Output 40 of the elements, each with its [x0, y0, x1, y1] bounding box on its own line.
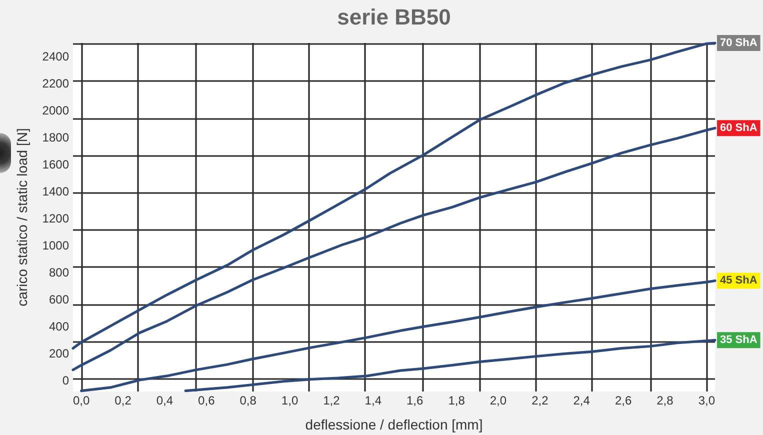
x-tick-label: 2,8 — [656, 394, 674, 408]
y-tick-label: 1800 — [42, 130, 70, 145]
y-tick-label: 1000 — [42, 238, 70, 253]
x-tick-label: 1,2 — [323, 394, 340, 408]
y-tick-label: 2000 — [42, 104, 70, 118]
x-tick-label: 0,0 — [72, 394, 90, 408]
x-tick-label: 0,2 — [114, 394, 132, 408]
y-tick-label: 200 — [48, 346, 70, 361]
x-tick-label: 1,8 — [448, 394, 466, 408]
series-label: 60 ShA — [720, 122, 758, 134]
y-tick-label: 0 — [62, 374, 70, 388]
x-tick-label: 1,4 — [364, 394, 382, 408]
x-tick-label: 1,6 — [406, 394, 424, 408]
x-tick-label: 0,6 — [198, 394, 216, 408]
line-series — [72, 126, 716, 372]
line-series — [72, 42, 716, 350]
x-tick-label: 1,0 — [281, 394, 298, 408]
line-series — [184, 338, 716, 392]
x-tick-label: 2,2 — [532, 394, 549, 408]
x-tick-label: 2,4 — [573, 394, 590, 408]
line-series — [80, 279, 716, 392]
series-label: 35 ShA — [720, 334, 758, 346]
x-tick-label: 0,8 — [240, 394, 257, 408]
x-tick-label: 2,6 — [614, 394, 632, 408]
y-axis-title: carico statico / static load [N] — [14, 128, 30, 306]
y-tick-label: 2200 — [42, 76, 70, 91]
y-tick-label: 1600 — [42, 158, 70, 172]
y-tick-label: 2400 — [42, 50, 70, 64]
x-tick-label: 2,0 — [490, 394, 507, 408]
x-tick-label: 0,4 — [156, 394, 174, 408]
y-tick-label: 1200 — [42, 212, 70, 226]
y-tick-label: 600 — [48, 292, 70, 307]
y-tick-label: 800 — [48, 266, 70, 280]
chart-title: serie BB50 — [337, 4, 451, 30]
x-axis-title: deflessione / deflection [mm] — [305, 416, 483, 432]
y-tick-label: 1400 — [42, 184, 70, 199]
series-label: 45 ShA — [720, 274, 758, 287]
y-tick-label: 400 — [48, 320, 70, 334]
series-label: 70 ShA — [720, 37, 758, 49]
x-tick-label: 3,0 — [698, 394, 716, 408]
